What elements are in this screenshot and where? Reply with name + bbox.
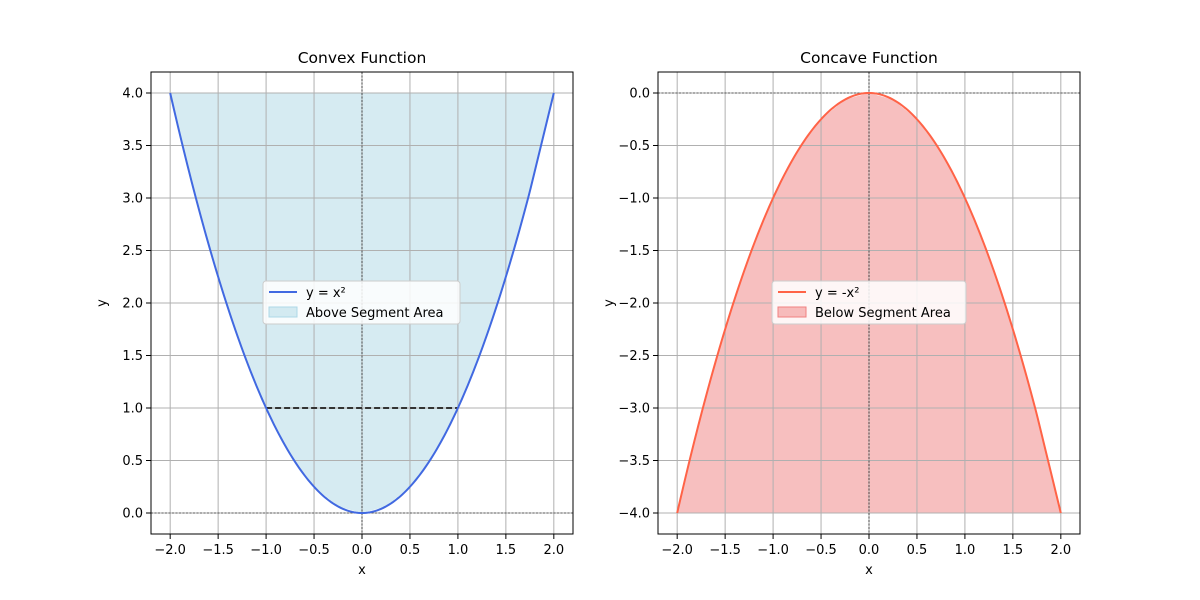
x-tick-label: −1.0 (757, 543, 789, 558)
y-tick-label: 4.0 (122, 87, 143, 102)
y-tick-label: 0.0 (122, 507, 143, 522)
y-tick-label: −3.0 (618, 402, 650, 417)
legend-label-fill: Below Segment Area (815, 306, 951, 321)
legend-fill-swatch (268, 306, 298, 318)
y-tick-label: 3.0 (122, 192, 143, 207)
x-tick-label: 1.5 (1003, 543, 1024, 558)
x-tick-label: 1.5 (496, 543, 517, 558)
x-tick-label: 2.0 (543, 543, 564, 558)
legend-label-fill: Above Segment Area (306, 306, 443, 321)
x-tick-label: −1.5 (709, 543, 741, 558)
x-axis-label: x (358, 563, 366, 578)
legend-box (771, 280, 967, 325)
y-tick-label: 1.0 (122, 402, 143, 417)
x-tick-label: −1.0 (250, 543, 282, 558)
y-tick-label: −2.5 (618, 349, 650, 364)
y-tick-label: 2.5 (122, 244, 143, 259)
y-tick-label: 3.5 (122, 139, 143, 154)
legend: y = -x² Below Segment Area (771, 280, 967, 325)
chart-panel-1: −2.0 −1.5 −1.0 −0.5 0.0 0.5 1.0 1.5 2.0 0.0 0.5 1.0… (95, 49, 574, 578)
legend: y = x² Above Segment Area (262, 280, 461, 325)
y-tick-label: −0.5 (618, 139, 650, 154)
legend-label-series: y = -x² (815, 286, 859, 301)
y-tick-label: −1.0 (618, 192, 650, 207)
x-tick-label: −1.5 (202, 543, 234, 558)
x-tick-label: 1.0 (955, 543, 976, 558)
chart-title: Convex Function (298, 49, 427, 67)
y-tick-label: 0.0 (629, 87, 650, 102)
legend-fill-swatch (777, 306, 807, 318)
y-tick-label: −1.5 (618, 244, 650, 259)
y-tick-label: −3.5 (618, 454, 650, 469)
chart-title: Concave Function (800, 49, 938, 67)
x-tick-label: −0.5 (805, 543, 837, 558)
x-tick-label: 0.0 (859, 543, 880, 558)
x-tick-label: 0.5 (907, 543, 928, 558)
x-tick-label: 0.0 (352, 543, 373, 558)
y-tick-label: −4.0 (618, 507, 650, 522)
x-axis-label: x (865, 563, 873, 578)
x-tick-label: 1.0 (448, 543, 469, 558)
y-tick-label: −2.0 (618, 297, 650, 312)
legend-box (262, 280, 461, 325)
x-tick-label: 2.0 (1050, 543, 1071, 558)
series-line (169, 92, 555, 515)
x-tick-label: −2.0 (154, 543, 186, 558)
x-tick-label: 0.5 (400, 543, 421, 558)
chart-panel-2: −2.0 −1.5 −1.0 −0.5 0.0 0.5 1.0 1.5 2.0 0.0 −0.5 −1… (602, 49, 1081, 578)
y-axis-label: y (602, 299, 617, 307)
y-tick-label: 1.5 (122, 349, 143, 364)
series-line (676, 91, 1062, 514)
x-tick-label: −2.0 (661, 543, 693, 558)
y-tick-label: 0.5 (122, 454, 143, 469)
y-tick-label: 2.0 (122, 297, 143, 312)
legend-label-series: y = x² (306, 286, 346, 301)
y-axis-label: y (95, 299, 110, 307)
x-tick-label: −0.5 (298, 543, 330, 558)
